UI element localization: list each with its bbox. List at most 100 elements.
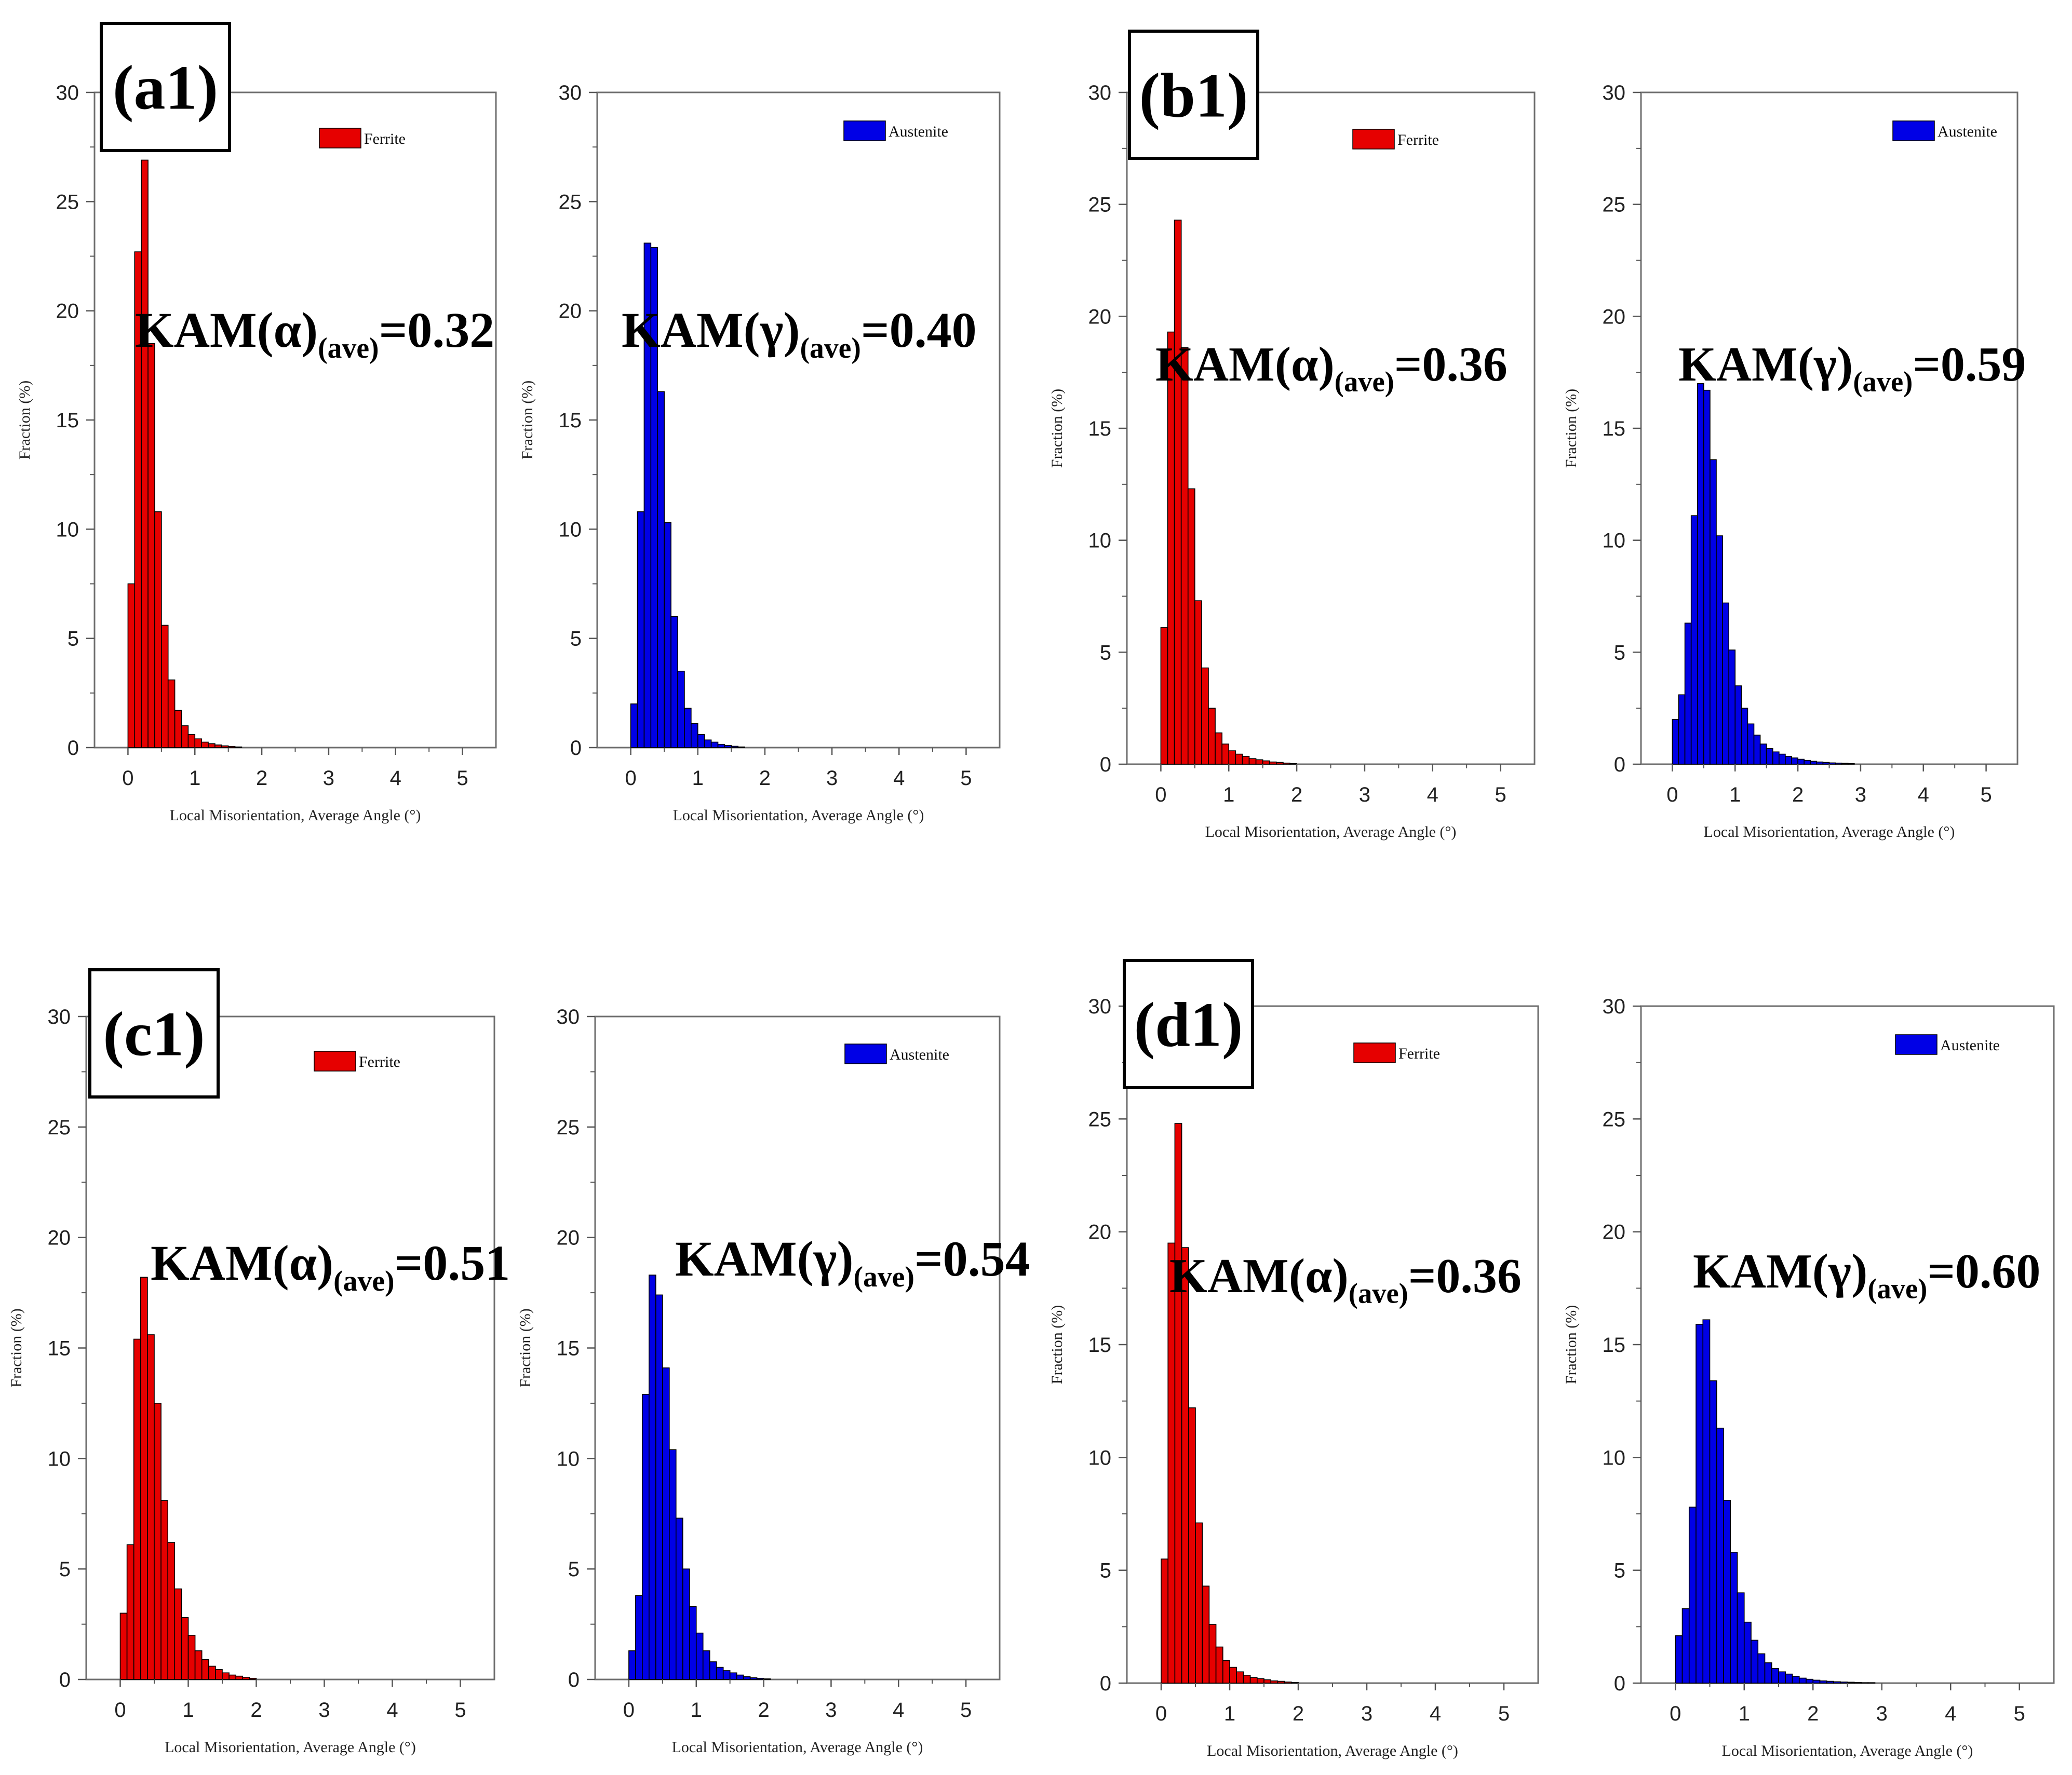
bar (724, 744, 732, 748)
bar (669, 1449, 677, 1680)
y-tick-label: 15 (56, 409, 79, 432)
panel-label: (b1) (1139, 61, 1248, 131)
y-tick-label: 30 (56, 82, 79, 104)
bar (167, 1542, 176, 1680)
bar (235, 1675, 244, 1680)
panel-label: (d1) (1134, 990, 1243, 1060)
bar (1161, 1559, 1168, 1684)
bar (1847, 1682, 1855, 1684)
bar (1188, 1407, 1196, 1684)
y-tick-label: 20 (557, 1227, 580, 1250)
bar (1757, 1653, 1766, 1684)
bar (126, 1544, 134, 1680)
x-tick-label: 3 (1359, 783, 1370, 806)
kam-value: =0.59 (1913, 337, 2026, 391)
bar (1678, 694, 1686, 765)
y-tick-label: 30 (559, 82, 582, 104)
legend-swatch (319, 128, 361, 148)
y-tick-label: 10 (56, 518, 79, 541)
bar (1195, 1522, 1203, 1684)
y-tick-label: 20 (1088, 1221, 1112, 1244)
legend-swatch (1353, 1042, 1396, 1063)
bar (1243, 1674, 1251, 1684)
y-tick-label: 5 (1100, 1560, 1111, 1582)
bar (677, 670, 685, 748)
bar (1270, 1680, 1279, 1684)
bar (1688, 1507, 1697, 1684)
bar (1194, 600, 1202, 765)
x-tick-label: 1 (692, 767, 704, 790)
kam-value: =0.40 (861, 302, 977, 358)
bar (1696, 1324, 1704, 1684)
bar (1249, 1677, 1258, 1684)
bar (1835, 763, 1842, 765)
x-tick-label: 0 (114, 1699, 126, 1722)
y-axis-title: Fraction (%) (8, 1308, 25, 1387)
chart-a-austenite: 0 1 2 3 4 5 0 5 10 15 20 25 30 Local Misorientation, … (519, 82, 1001, 824)
x-tick-label: 5 (960, 767, 972, 790)
x-tick-label: 0 (1666, 783, 1678, 806)
bar (1753, 735, 1761, 765)
y-tick-label: 0 (1614, 753, 1625, 776)
legend-label: Austenite (889, 123, 948, 140)
x-tick-label: 4 (1430, 1702, 1441, 1725)
bar (147, 1334, 155, 1680)
kam-annotation: KAM(α)(ave)=0.51 (151, 1235, 510, 1297)
x-tick-label: 5 (960, 1699, 972, 1722)
bar (222, 1672, 230, 1680)
bar (181, 725, 189, 748)
bar (208, 743, 216, 748)
bar (1759, 743, 1767, 765)
bar (1826, 1681, 1834, 1684)
y-tick-label: 10 (1603, 530, 1626, 552)
y-axis-title: Fraction (%) (1048, 389, 1066, 468)
x-tick-label: 3 (825, 1699, 837, 1722)
bar (1269, 761, 1277, 765)
bar (1672, 719, 1679, 765)
bar (1806, 1678, 1814, 1684)
bar (676, 1517, 683, 1680)
bar (1202, 1586, 1210, 1684)
panel-label-box (1123, 959, 1254, 1089)
bar (1277, 1681, 1285, 1684)
y-tick-label: 0 (59, 1669, 71, 1691)
chart-c-ferrite: 0 1 2 3 4 5 0 5 10 15 20 25 30 Local Misorientation, … (8, 968, 510, 1756)
bar (154, 511, 162, 748)
bar (1771, 1668, 1779, 1684)
y-tick-label: 10 (1088, 1446, 1112, 1469)
y-tick-label: 30 (557, 1006, 580, 1028)
panel-label: (c1) (103, 999, 205, 1069)
bar (756, 1678, 764, 1680)
bar (1734, 685, 1742, 765)
kam-annotation: KAM(α)(ave)=0.36 (1155, 337, 1508, 398)
y-axis-title: Fraction (%) (16, 381, 33, 459)
x-tick-label: 1 (189, 767, 200, 790)
bar (201, 741, 209, 748)
y-tick-label: 15 (1603, 1334, 1626, 1357)
x-tick-label: 1 (1729, 783, 1741, 806)
y-tick-label: 20 (56, 300, 79, 323)
bar (187, 734, 196, 748)
bar (214, 744, 222, 748)
bar (722, 1670, 731, 1680)
bar (140, 1277, 148, 1680)
bar (1751, 1639, 1759, 1684)
x-tick-label: 4 (390, 767, 401, 790)
x-tick-label: 1 (182, 1699, 194, 1722)
bar (1242, 756, 1250, 765)
y-tick-label: 5 (1100, 641, 1111, 664)
y-tick-label: 25 (1603, 194, 1626, 216)
kam-name: KAM(γ) (675, 1231, 853, 1286)
y-tick-label: 20 (48, 1227, 71, 1250)
bar (1737, 1592, 1745, 1684)
bar (194, 1650, 203, 1680)
bar (689, 1606, 697, 1680)
bar (1819, 1680, 1827, 1684)
y-tick-label: 10 (48, 1447, 71, 1470)
bar (1201, 667, 1209, 765)
bar (635, 1595, 643, 1680)
x-axis-title: Local Misorientation, Average Angle (°) (1207, 1742, 1458, 1759)
bar (187, 1635, 196, 1680)
bar (1675, 1635, 1683, 1684)
y-tick-label: 5 (570, 628, 582, 651)
